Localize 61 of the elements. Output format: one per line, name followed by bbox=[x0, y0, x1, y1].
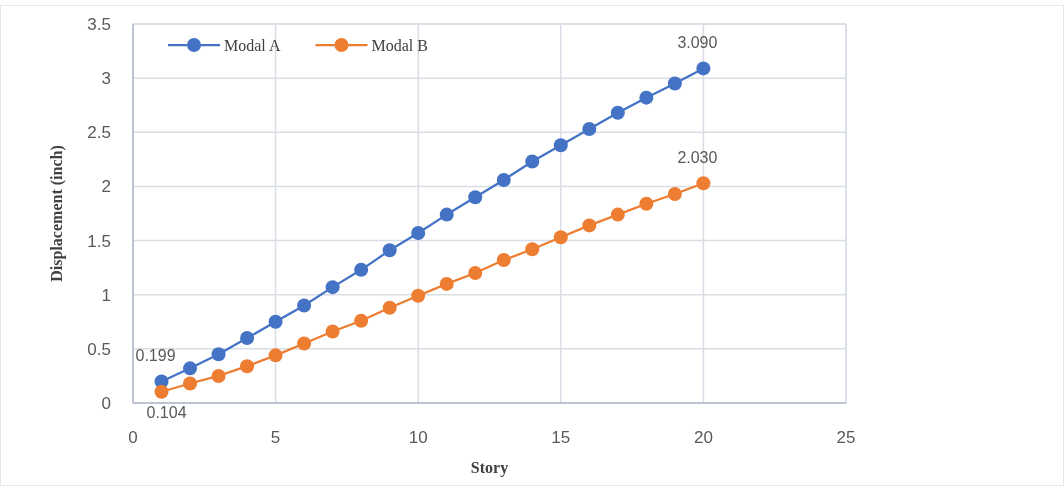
data-label: 0.104 bbox=[146, 403, 187, 421]
data-label: 0.199 bbox=[135, 347, 176, 365]
point bbox=[411, 288, 426, 303]
point bbox=[211, 368, 226, 383]
point bbox=[525, 242, 540, 257]
point bbox=[696, 61, 711, 76]
point bbox=[382, 300, 397, 315]
point bbox=[268, 348, 283, 363]
point bbox=[582, 218, 597, 233]
y-tick-label: 3 bbox=[101, 69, 111, 89]
point bbox=[268, 314, 283, 329]
point bbox=[610, 105, 625, 120]
point bbox=[610, 207, 625, 222]
point bbox=[667, 187, 682, 202]
x-tick-label: 10 bbox=[408, 428, 428, 447]
point bbox=[639, 196, 654, 211]
point bbox=[439, 276, 454, 291]
point bbox=[211, 347, 226, 362]
point bbox=[582, 122, 597, 137]
point bbox=[525, 154, 540, 169]
point bbox=[183, 376, 198, 391]
point bbox=[496, 172, 511, 187]
x-tick-label: 20 bbox=[693, 428, 713, 447]
legend-label: Modal B bbox=[371, 36, 428, 54]
y-tick-label: 0.5 bbox=[87, 339, 111, 359]
point bbox=[297, 298, 312, 313]
x-tick-label: 5 bbox=[270, 428, 281, 447]
y-tick-label: 2.5 bbox=[87, 123, 111, 143]
y-tick-label: 2 bbox=[101, 177, 111, 197]
point bbox=[154, 384, 169, 399]
point bbox=[354, 313, 369, 328]
point bbox=[496, 253, 511, 268]
x-tick-label: 25 bbox=[836, 428, 856, 447]
point bbox=[354, 262, 369, 277]
data-label: 3.090 bbox=[677, 34, 718, 52]
point bbox=[325, 280, 340, 295]
point bbox=[553, 138, 568, 153]
point bbox=[325, 324, 340, 339]
point bbox=[553, 230, 568, 245]
point bbox=[468, 190, 483, 205]
x-axis-title: Story bbox=[470, 459, 509, 477]
point bbox=[411, 225, 426, 240]
y-tick-label: 1.5 bbox=[87, 231, 111, 251]
point bbox=[240, 331, 255, 346]
point bbox=[667, 76, 682, 91]
y-tick-label: 1 bbox=[101, 285, 111, 305]
x-tick-label: 0 bbox=[128, 428, 138, 447]
x-tick-label: 15 bbox=[551, 428, 571, 447]
point bbox=[183, 361, 198, 376]
data-label: 2.030 bbox=[677, 149, 718, 167]
y-tick-label: 0 bbox=[101, 394, 111, 413]
point bbox=[382, 243, 397, 258]
point bbox=[439, 207, 454, 222]
y-tick-label: 3.5 bbox=[87, 15, 111, 34]
point bbox=[468, 266, 483, 281]
point bbox=[240, 359, 255, 374]
y-axis-title: Displacement (inch) bbox=[48, 145, 66, 282]
point bbox=[639, 90, 654, 105]
legend-label: Modal A bbox=[224, 36, 281, 54]
point bbox=[696, 176, 711, 191]
point bbox=[297, 336, 312, 351]
